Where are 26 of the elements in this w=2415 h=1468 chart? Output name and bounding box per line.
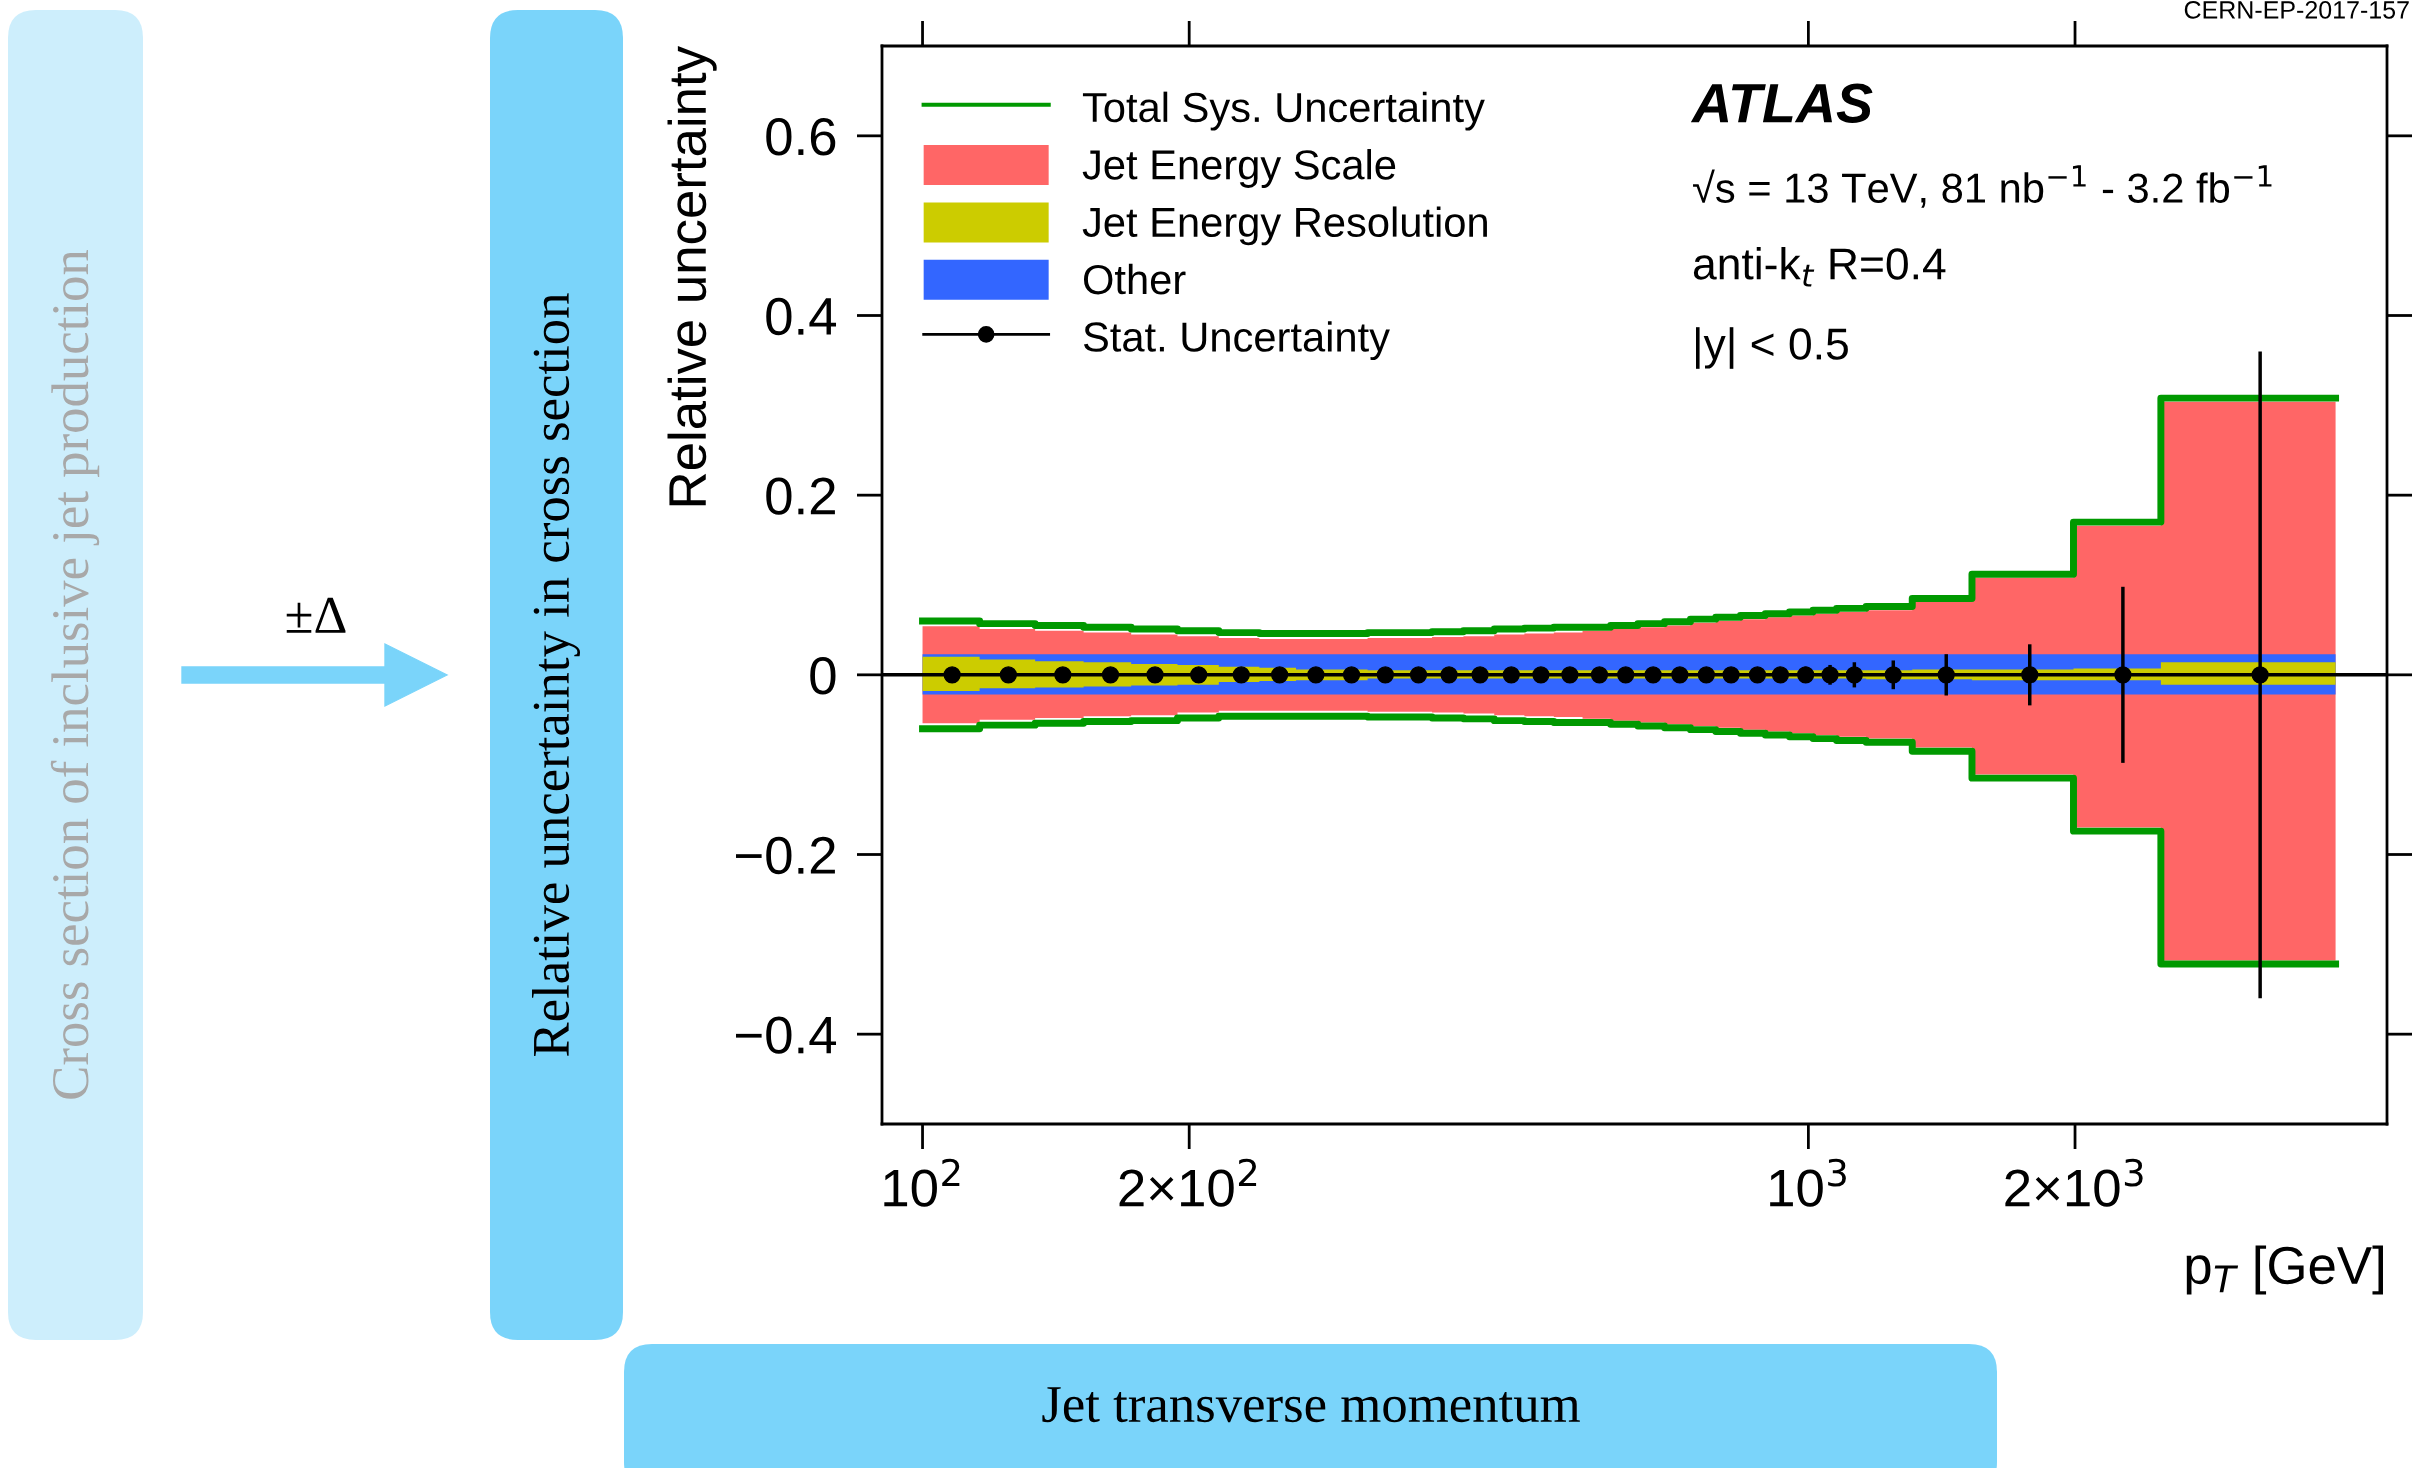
- legend-label: Jet Energy Resolution: [1082, 206, 1487, 246]
- y-axis-title: Relative uncertainty: [667, 46, 717, 506]
- y-tick-label: 0: [810, 657, 836, 695]
- y-tick-label: −0.4: [735, 1016, 837, 1054]
- annotation: √s = 13 TeV, 81 nb$^{−1}$ - 3.2 fb$^{−1}$: [1693, 165, 2272, 208]
- y-tick-label: 0.2: [766, 477, 835, 515]
- x-tick-label: 10$^{3}$: [1770, 1158, 1846, 1207]
- y-tick-label: −0.2: [735, 836, 835, 875]
- legend-label: Jet Energy Scale: [1082, 149, 1396, 188]
- y-tick-label: 0.4: [766, 297, 837, 336]
- annotation: ATLAS: [1690, 83, 1873, 123]
- text: Cross section of inclusive jet production: [50, 249, 100, 1099]
- annotation: anti-k$_{t}$ R=0.4: [1693, 247, 1946, 287]
- y-tick-label: 0.6: [766, 118, 836, 156]
- x-axis-title: p$_{T}$ [GeV]: [2186, 1245, 2383, 1295]
- legend-label: Stat. Uncertainty: [1083, 321, 1390, 361]
- legend-label: Total Sys. Uncertainty: [1082, 91, 1485, 131]
- text: ±Δ: [286, 597, 346, 633]
- x-tick-label: 2×10$^{3}$: [2005, 1158, 2143, 1207]
- text: Jet transverse momentum: [1042, 1387, 1580, 1423]
- x-tick-label: 10$^{2}$: [884, 1158, 960, 1207]
- text: Relative uncertainty in cross section: [531, 293, 581, 1057]
- text: CERN-EP-2017-157: [2184, 1, 2409, 19]
- legend-label: Other: [1083, 263, 1186, 295]
- x-tick-label: 2×10$^{2}$: [1119, 1158, 1257, 1207]
- annotation: |y| < 0.5: [1695, 327, 1848, 369]
